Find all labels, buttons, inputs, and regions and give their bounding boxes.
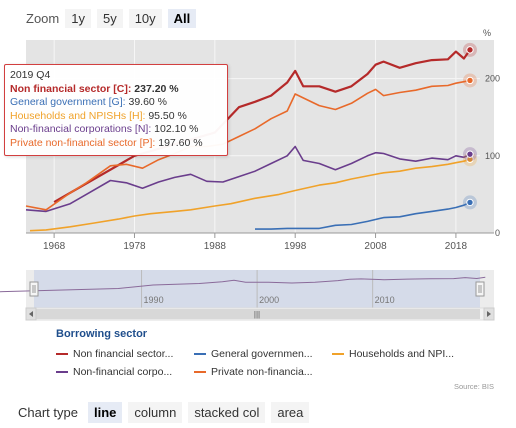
legend-item[interactable]: Private non-financia...: [194, 366, 332, 378]
source-note: Source: BIS: [453, 382, 494, 391]
legend-swatch: [56, 353, 68, 355]
series-line-1[interactable]: [53, 49, 471, 204]
zoom-all-button[interactable]: All: [167, 8, 197, 28]
x-tick-label: 1998: [284, 241, 307, 252]
chart-type-area-button[interactable]: area: [271, 402, 310, 423]
scrollbar-grip-icon: |||: [254, 310, 260, 319]
data-tooltip: 2019 Q4 Non financial sector [C]: 237.20…: [4, 64, 228, 156]
legend-swatch: [194, 371, 206, 373]
tooltip-row: Non-financial corporations [N]: 102.10 %: [10, 123, 222, 137]
chart-type-column-button[interactable]: column: [128, 402, 183, 423]
zoom-1y-button[interactable]: 1y: [65, 8, 91, 28]
navigator-left-handle[interactable]: [29, 281, 39, 297]
legend-label: General governmen...: [211, 348, 313, 360]
tooltip-row: Households and NPISHs [H]: 95.50 %: [10, 110, 222, 124]
legend-item[interactable]: Non-financial corpo...: [56, 366, 194, 378]
series-line-2[interactable]: [255, 201, 471, 230]
hover-point[interactable]: [466, 76, 474, 85]
tooltip-series-name: Non-financial corporations [N]:: [10, 123, 152, 136]
legend-label: Households and NPI...: [349, 348, 455, 360]
hover-markers: [462, 42, 477, 210]
navigator[interactable]: 1990 2000 2010 |||: [0, 270, 495, 321]
tooltip-series-name: Non financial sector [C]:: [10, 82, 132, 95]
series-line-3[interactable]: [29, 158, 471, 232]
tooltip-series-name: Private non-financial sector [P]:: [10, 136, 156, 149]
tooltip-value: 39.60 %: [125, 96, 168, 109]
chart-type-line-button[interactable]: line: [87, 402, 123, 423]
navigator-tick-label: 2000: [259, 295, 279, 305]
zoom-5y-button[interactable]: 5y: [96, 8, 123, 28]
x-tick-label: 1988: [204, 241, 227, 252]
x-tick-label: 2008: [364, 241, 387, 252]
tooltip-series-name: Households and NPISHs [H]:: [10, 109, 146, 122]
legend: Borrowing sector Non financial sector...…: [56, 328, 496, 378]
legend-item[interactable]: Households and NPI...: [332, 348, 482, 360]
chart-type-stacked-col-button[interactable]: stacked col: [188, 402, 266, 423]
navigator-tick-label: 2010: [375, 295, 395, 305]
zoom-label: Zoom: [26, 10, 60, 26]
hover-point[interactable]: [466, 150, 474, 158]
y-tick-label: 100: [485, 151, 500, 161]
legend-items: Non financial sector... General governmen…: [56, 348, 496, 378]
zoom-bar: Zoom 1y 5y 10y All: [26, 8, 202, 28]
legend-label: Non financial sector...: [73, 348, 174, 360]
tooltip-value: 237.20 %: [131, 82, 179, 95]
hover-point[interactable]: [466, 198, 474, 207]
tooltip-row: General government [G]: 39.60 %: [10, 96, 222, 110]
tooltip-row: Private non-financial sector [P]: 197.60…: [10, 137, 222, 151]
hover-point[interactable]: [466, 46, 474, 54]
tooltip-series-name: General government [G]:: [10, 96, 126, 109]
tooltip-value: 102.10 %: [151, 123, 199, 136]
legend-item[interactable]: General governmen...: [194, 348, 332, 360]
chevron-left-icon: [29, 311, 33, 317]
legend-title: Borrowing sector: [56, 328, 148, 340]
navigator-series-line: [0, 276, 486, 293]
legend-label: Non-financial corpo...: [73, 366, 173, 378]
series-line-5[interactable]: [25, 79, 471, 211]
tooltip-rows: Non financial sector [C]: 237.20 % Genera…: [10, 83, 222, 151]
navigator-right-handle[interactable]: [475, 281, 485, 297]
zoom-10y-button[interactable]: 10y: [128, 8, 162, 28]
legend-swatch: [194, 353, 206, 355]
tooltip-row: Non financial sector [C]: 237.20 %: [10, 83, 222, 97]
chart-type-bar: Chart type line column stacked col area: [18, 402, 315, 423]
x-tick-label: 2018: [445, 241, 468, 252]
x-tick-label: 1968: [43, 241, 66, 252]
axes: % 1968 1978 1988 1998 2008 2018 0 100 200: [26, 28, 500, 252]
chart-type-label: Chart type: [18, 405, 78, 420]
legend-label: Private non-financia...: [211, 366, 313, 378]
navigator-tick-label: 1990: [144, 295, 164, 305]
legend-swatch: [56, 371, 68, 373]
tooltip-value: 95.50 %: [145, 109, 187, 122]
y-axis-unit: %: [483, 28, 491, 38]
x-tick-label: 1978: [123, 241, 146, 252]
legend-swatch: [332, 353, 344, 355]
chevron-right-icon: [487, 311, 491, 317]
tooltip-value: 197.60 %: [155, 136, 203, 149]
navigator-scrollbar-thumb[interactable]: [34, 309, 480, 319]
series-lines: [25, 49, 471, 232]
tooltip-header: 2019 Q4: [10, 69, 51, 81]
legend-item[interactable]: Non financial sector...: [56, 348, 194, 360]
y-tick-label: 200: [485, 74, 500, 84]
navigator-grid: 1990 2000 2010: [141, 270, 395, 308]
y-tick-label: 0: [495, 228, 500, 238]
series-line-4[interactable]: [25, 145, 471, 213]
